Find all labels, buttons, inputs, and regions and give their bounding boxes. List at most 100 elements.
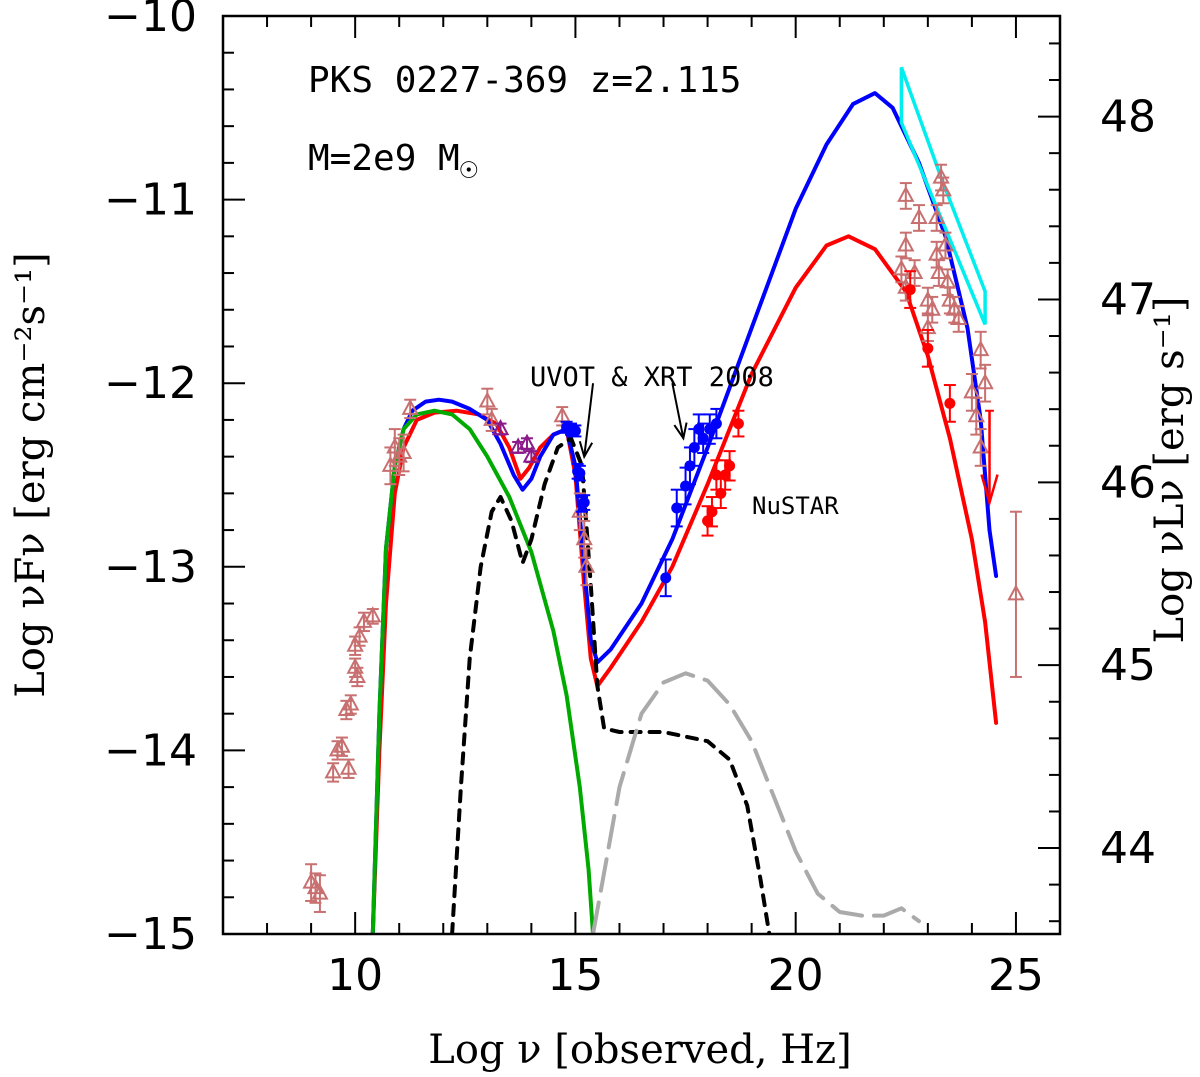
- x-tick-label: 20: [768, 950, 824, 1001]
- uvot-arrow: [583, 383, 595, 457]
- archival-point: [897, 231, 915, 260]
- triangle-marker: [348, 666, 367, 683]
- triangle-marker: [936, 235, 955, 252]
- model-curves: [370, 91, 999, 934]
- right-tick-label: 46: [1100, 457, 1156, 508]
- triangle-marker: [478, 391, 496, 408]
- archival-point: [348, 666, 367, 688]
- triangle-marker: [350, 626, 369, 643]
- archival-point: [339, 758, 358, 779]
- blue-2008-point: [569, 424, 582, 438]
- nustar-point: [904, 270, 917, 309]
- triangle-marker: [324, 762, 342, 779]
- blue-2008-point: [578, 494, 591, 511]
- blue-2008-point: [692, 413, 705, 445]
- green-synchrotron: [370, 408, 595, 934]
- archival-point: [478, 387, 496, 416]
- archival-point: [972, 428, 990, 467]
- archival-point: [364, 606, 382, 625]
- nustar-point: [732, 409, 745, 438]
- triangle-marker: [976, 373, 994, 390]
- archival-point: [910, 204, 928, 232]
- mass-label: M=2e9 M☉: [308, 138, 478, 186]
- triangle-marker: [923, 299, 941, 316]
- archival-point: [936, 231, 955, 260]
- archival-point: [897, 182, 915, 210]
- y-tick-label: −12: [104, 358, 197, 409]
- y-tick-label: −14: [104, 725, 197, 776]
- upper-limit-arrow: [980, 409, 999, 508]
- archival-point: [950, 305, 968, 333]
- uvot-xrt-annotation: UVOT & XRT 2008: [530, 362, 774, 393]
- triangle-marker: [930, 262, 948, 280]
- archival-point: [930, 259, 948, 287]
- xrt-arrow: [671, 383, 685, 439]
- archival-point: [401, 398, 419, 420]
- triangle-marker: [910, 207, 928, 224]
- triangle-marker: [491, 418, 510, 436]
- axis-ticks: [223, 15, 1060, 935]
- archival-point: [934, 176, 952, 205]
- purple-point: [509, 437, 527, 454]
- triangle-marker: [509, 437, 527, 454]
- circle-marker: [660, 572, 672, 584]
- purple-point: [491, 418, 510, 436]
- purple-point: [522, 446, 541, 464]
- right-tick-label: 45: [1100, 640, 1156, 691]
- nustar-point: [921, 328, 934, 368]
- mass-label-text: M=2e9 M: [308, 138, 460, 179]
- circle-marker: [944, 397, 956, 409]
- archival-point: [311, 874, 329, 913]
- triangle-marker: [950, 308, 968, 325]
- circle-marker: [710, 418, 722, 430]
- triangle-marker: [342, 694, 360, 711]
- blue-2008-point: [710, 407, 723, 440]
- archival-point: [324, 762, 342, 783]
- xrt-arrow-head: [673, 422, 688, 441]
- x-tick-label: 25: [988, 950, 1044, 1001]
- tick-labels: 10 15 20 25 −15 −14 −13 −12 −11 −10 44 45 46 47 48: [104, 0, 1156, 1001]
- archival-point: [577, 547, 596, 587]
- upper-limit-head: [980, 474, 999, 508]
- triangle-marker: [575, 529, 593, 546]
- circle-marker: [569, 425, 581, 437]
- x-axis-label: Log ν [observed, Hz]: [428, 1027, 851, 1073]
- nustar-annotation: NuSTAR: [752, 492, 839, 520]
- triangle-marker: [339, 758, 358, 775]
- plot-frame: [221, 14, 1062, 936]
- archival-point: [575, 519, 593, 559]
- right-tick-label: 48: [1100, 92, 1156, 143]
- circle-marker: [904, 284, 916, 296]
- plot-area: [302, 66, 1025, 934]
- x-tick-label: 10: [327, 950, 383, 1001]
- blue-2008-point: [659, 558, 672, 598]
- circle-marker: [922, 342, 934, 354]
- y-tick-label: −10: [104, 0, 197, 42]
- archival-point: [927, 204, 946, 232]
- triangle-marker: [364, 606, 382, 623]
- triangle-marker: [522, 446, 541, 463]
- triangle-marker: [577, 556, 596, 573]
- circle-marker: [732, 418, 744, 430]
- blue-2008-point: [670, 488, 683, 528]
- triangle-marker: [333, 736, 351, 753]
- nustar-point: [943, 384, 956, 423]
- triangle-marker: [972, 437, 990, 454]
- y-tick-label: −11: [104, 175, 197, 226]
- blue-2008-point: [697, 422, 710, 454]
- circle-marker: [697, 432, 709, 444]
- circle-marker: [706, 506, 718, 518]
- triangle-marker: [932, 167, 950, 184]
- circle-marker: [719, 469, 731, 481]
- archival-point: [972, 330, 990, 370]
- y-tick-label: −13: [104, 542, 197, 593]
- archival-point: [342, 694, 360, 715]
- annotation-arrows: [578, 383, 688, 460]
- triangle-marker: [934, 180, 952, 197]
- circle-marker: [578, 497, 590, 509]
- circle-marker: [702, 515, 714, 527]
- archival-point: [976, 363, 994, 403]
- y-axis-label: Log νFν [erg cm⁻²s⁻¹]: [8, 252, 54, 698]
- archival-point: [333, 736, 351, 757]
